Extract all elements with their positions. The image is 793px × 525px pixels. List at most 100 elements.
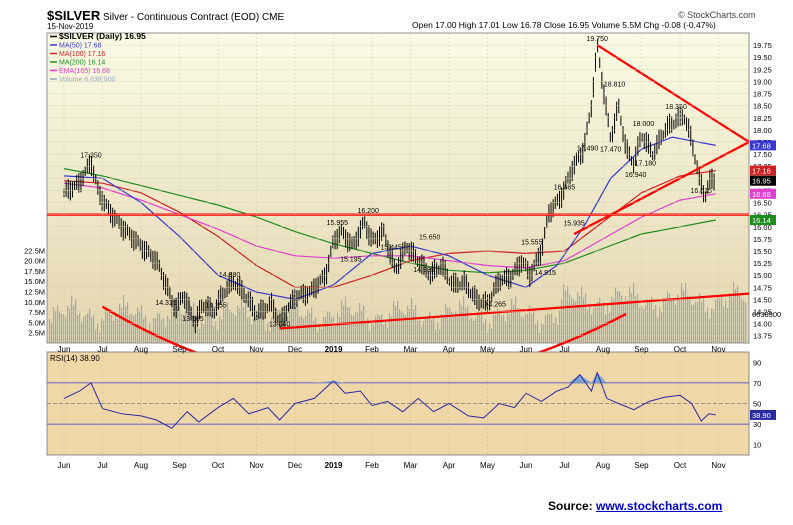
- volume-bar: [217, 330, 219, 343]
- volume-bar: [345, 296, 347, 343]
- volume-bar: [635, 296, 637, 343]
- rsi-x-tick-label: Apr: [443, 461, 456, 470]
- volume-bar: [127, 302, 129, 343]
- legend-entry: MA(100) 17.16: [59, 51, 105, 58]
- volume-bar: [317, 332, 319, 343]
- price-data-label: 14.880: [219, 272, 241, 279]
- volume-bar: [599, 297, 601, 343]
- volume-bar: [351, 314, 353, 343]
- volume-bar: [349, 307, 351, 343]
- price-data-label: 15.555: [521, 240, 543, 247]
- volume-bar: [547, 313, 549, 343]
- volume-bar: [589, 306, 591, 343]
- x-tick-label: Mar: [404, 345, 418, 354]
- rsi-x-tick-label: Aug: [134, 461, 148, 470]
- volume-bar: [471, 318, 473, 343]
- volume-bar: [109, 312, 111, 343]
- volume-bar: [199, 328, 201, 343]
- volume-bar: [731, 296, 733, 343]
- volume-bar: [219, 316, 221, 343]
- volume-bar: [459, 300, 461, 343]
- price-data-label: 16.615: [690, 188, 712, 195]
- volume-bar: [553, 322, 555, 343]
- volume-bar: [233, 313, 235, 343]
- volume-bar: [71, 295, 73, 343]
- rsi-x-tick-label: Jun: [520, 461, 533, 470]
- volume-bar: [405, 315, 407, 343]
- source-note: Source: www.stockcharts.com: [548, 499, 722, 513]
- volume-bar: [147, 330, 149, 343]
- volume-bar: [155, 317, 157, 343]
- volume-bar: [725, 300, 727, 343]
- volume-bar: [693, 304, 695, 343]
- volume-bar: [549, 314, 551, 343]
- volume-bar: [265, 330, 267, 343]
- volume-bar: [205, 316, 207, 343]
- x-tick-label: Nov: [249, 345, 263, 354]
- x-tick-label: Jul: [559, 345, 569, 354]
- volume-bar: [383, 324, 385, 343]
- price-data-label: 14.265: [484, 302, 506, 309]
- volume-bar: [303, 318, 305, 343]
- volume-bar: [261, 319, 263, 343]
- volume-bar: [315, 317, 317, 343]
- price-data-label: 16.200: [357, 208, 379, 215]
- rsi-x-tick-label: May: [480, 461, 495, 470]
- volume-bar: [275, 306, 277, 343]
- volume-bar: [637, 294, 639, 343]
- x-tick-label: Dec: [288, 345, 302, 354]
- axis-tag-label: 17.68: [752, 141, 771, 150]
- volume-bar: [339, 316, 341, 343]
- x-tick-label: Sep: [172, 345, 187, 354]
- rsi-tick-label: 50: [753, 400, 761, 409]
- volume-bar: [63, 314, 65, 343]
- volume-bar: [323, 316, 325, 343]
- x-tick-label: Oct: [674, 345, 687, 354]
- volume-bar: [741, 298, 743, 343]
- volume-bar: [555, 317, 557, 343]
- rsi-x-tick-label: Sep: [172, 461, 187, 470]
- volume-bar: [227, 302, 229, 343]
- volume-bar: [603, 302, 605, 343]
- volume-bar: [69, 308, 71, 343]
- volume-bar: [305, 315, 307, 343]
- volume-bar: [373, 325, 375, 343]
- volume-tick-label: 10.0M: [24, 298, 45, 307]
- volume-bar: [391, 316, 393, 343]
- y-tick-label: 18.50: [753, 102, 772, 111]
- volume-bar: [521, 316, 523, 343]
- y-tick-label: 18.00: [753, 126, 772, 135]
- axis-tag: [750, 175, 776, 186]
- volume-bar: [83, 317, 85, 343]
- source-link[interactable]: www.stockcharts.com: [596, 499, 723, 513]
- volume-bar: [443, 315, 445, 343]
- volume-bar: [453, 316, 455, 343]
- volume-bar: [565, 290, 567, 343]
- rsi-layer: RSI(14) 38.90: [47, 354, 749, 429]
- volume-bar: [535, 324, 537, 343]
- volume-bar: [733, 282, 735, 343]
- volume-bar: [431, 319, 433, 343]
- x-tick-label: Nov: [711, 345, 725, 354]
- volume-tick-label: 5.0M: [28, 318, 45, 327]
- ema165-line: [63, 182, 716, 269]
- volume-bar: [409, 309, 411, 343]
- volume-bar: [191, 308, 193, 343]
- volume-bar: [131, 313, 133, 343]
- volume-bar: [743, 300, 745, 343]
- volume-bar: [449, 307, 451, 343]
- volume-bar: [543, 324, 545, 343]
- volume-bar: [113, 320, 115, 343]
- volume-bar: [505, 321, 507, 343]
- volume-bar: [499, 310, 501, 343]
- chart-date: 15-Nov-2019: [47, 22, 94, 31]
- volume-bar: [365, 321, 367, 343]
- volume-bar: [735, 289, 737, 343]
- volume-bar: [697, 301, 699, 343]
- volume-bar: [403, 312, 405, 343]
- rsi-x-tick-label: Jun: [58, 461, 71, 470]
- price-data-label: 14.315: [155, 300, 177, 307]
- rsi-x-tick-label: Oct: [212, 461, 225, 470]
- volume-bar: [711, 308, 713, 343]
- volume-bar: [533, 308, 535, 343]
